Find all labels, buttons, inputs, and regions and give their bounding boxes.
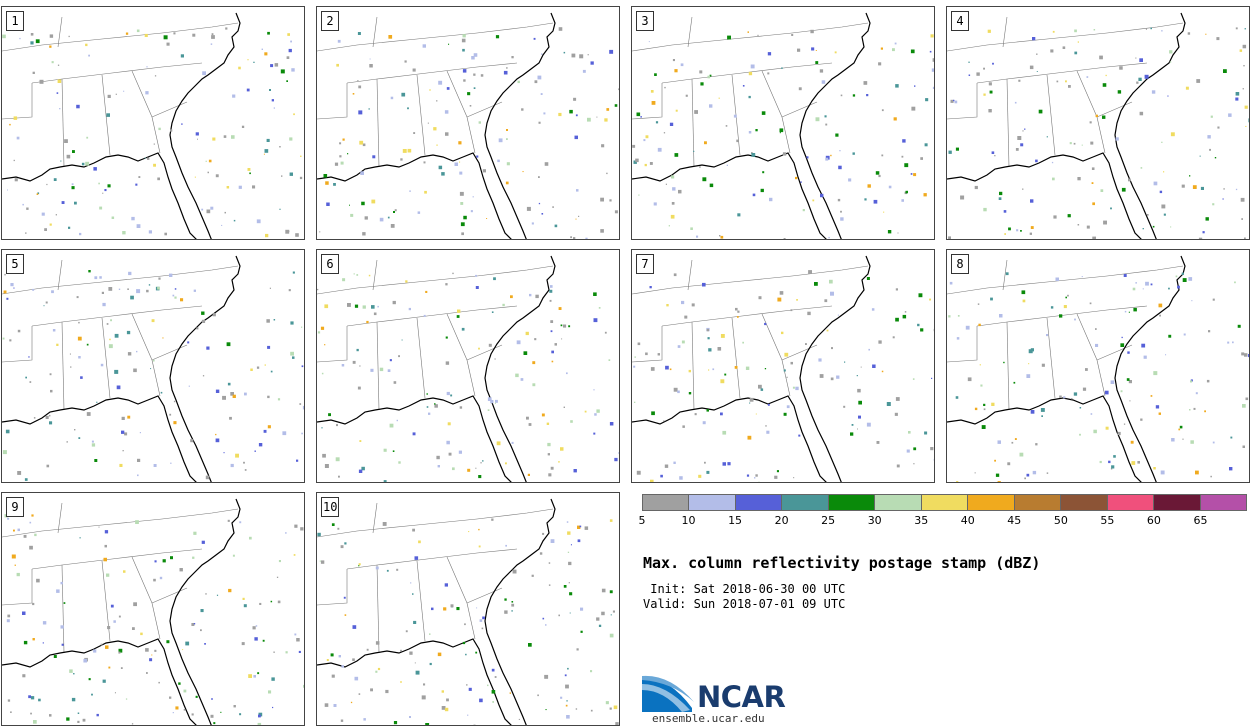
member-number-label: 1 xyxy=(6,11,24,31)
member-number-label: 7 xyxy=(636,254,654,274)
colorbar-tick-label: 55 xyxy=(1100,514,1115,527)
colorbar-tick-label: 10 xyxy=(681,514,696,527)
colorbar-tick-label: 45 xyxy=(1007,514,1022,527)
colorbar-tick-label: 15 xyxy=(728,514,743,527)
figure-title: Max. column reflectivity postage stamp (… xyxy=(643,554,1041,572)
member-number-label: 2 xyxy=(321,11,339,31)
colorbar-tick-label: 35 xyxy=(914,514,929,527)
reflectivity-map xyxy=(2,12,303,239)
ensemble-member-panel: 8 xyxy=(946,249,1250,483)
ensemble-member-panel: 6 xyxy=(316,249,620,483)
colorbar-tick-label: 25 xyxy=(821,514,836,527)
colorbar-swatch xyxy=(643,495,690,510)
ensemble-url: ensemble.ucar.edu xyxy=(652,712,765,725)
reflectivity-map xyxy=(317,12,619,239)
ensemble-member-panel: 7 xyxy=(631,249,935,483)
colorbar-tick-labels: 5 10 15 20 25 30 35 40 45 50 55 60 65 xyxy=(638,514,1247,528)
reflectivity-map xyxy=(2,498,304,725)
colorbar-swatch xyxy=(735,495,783,510)
reflectivity-map xyxy=(2,255,304,482)
colorbar-tick-label: 30 xyxy=(867,514,882,527)
colorbar-swatch xyxy=(782,495,829,510)
reflectivity-map xyxy=(947,255,1249,482)
colorbar-swatch xyxy=(689,495,736,510)
ensemble-member-panel: 1 xyxy=(1,6,305,240)
colorbar-swatch xyxy=(1154,495,1201,510)
ensemble-member-panel: 2 xyxy=(316,6,620,240)
member-number-label: 4 xyxy=(951,11,969,31)
colorbar-tick-label: 20 xyxy=(774,514,789,527)
member-number-label: 6 xyxy=(321,254,339,274)
colorbar-tick-label: 40 xyxy=(960,514,975,527)
colorbar-swatch xyxy=(968,495,1015,510)
ensemble-member-panel: 5 xyxy=(1,249,305,483)
member-number-label: 3 xyxy=(636,11,654,31)
ensemble-member-panel: 3 xyxy=(631,6,935,240)
ensemble-member-panel: 4 xyxy=(946,6,1250,240)
member-number-label: 8 xyxy=(951,254,969,274)
colorbar-tick-label: 60 xyxy=(1146,514,1161,527)
init-time: Init: Sat 2018-06-30 00 UTC xyxy=(643,582,846,596)
ensemble-member-panel: 10 xyxy=(316,492,620,726)
reflectivity-map xyxy=(947,12,1249,239)
reflectivity-map xyxy=(317,255,619,482)
reflectivity-colorbar xyxy=(642,494,1247,511)
colorbar-swatch xyxy=(1200,495,1247,510)
reflectivity-map xyxy=(632,255,934,482)
colorbar-swatch xyxy=(828,495,876,510)
member-number-label: 5 xyxy=(6,254,24,274)
ncar-logo-text: NCAR xyxy=(697,680,786,714)
colorbar-swatch xyxy=(1107,495,1155,510)
ensemble-member-panel: 9 xyxy=(1,492,305,726)
colorbar-swatch xyxy=(1061,495,1108,510)
colorbar-tick-label: 65 xyxy=(1193,514,1208,527)
ncar-logo-swoosh-icon xyxy=(642,675,694,712)
member-number-label: 9 xyxy=(6,497,24,517)
colorbar-tick-label: 50 xyxy=(1053,514,1068,527)
colorbar-swatch xyxy=(1014,495,1062,510)
reflectivity-map xyxy=(632,12,934,239)
colorbar-swatch xyxy=(875,495,922,510)
colorbar-swatch xyxy=(921,495,969,510)
reflectivity-map xyxy=(317,498,619,725)
valid-time: Valid: Sun 2018-07-01 09 UTC xyxy=(643,597,846,611)
colorbar-tick-label: 5 xyxy=(638,514,646,527)
member-number-label: 10 xyxy=(321,497,340,517)
